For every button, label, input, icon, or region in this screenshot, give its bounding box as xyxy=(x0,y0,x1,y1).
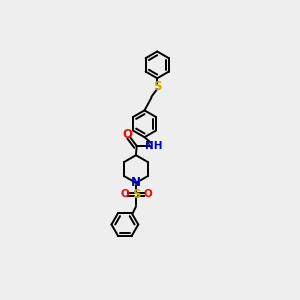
Text: N: N xyxy=(131,176,141,189)
Text: O: O xyxy=(143,190,152,200)
Text: O: O xyxy=(120,190,129,200)
Text: S: S xyxy=(153,80,161,93)
Text: O: O xyxy=(122,128,132,141)
Text: NH: NH xyxy=(146,141,163,151)
Text: S: S xyxy=(132,188,140,201)
